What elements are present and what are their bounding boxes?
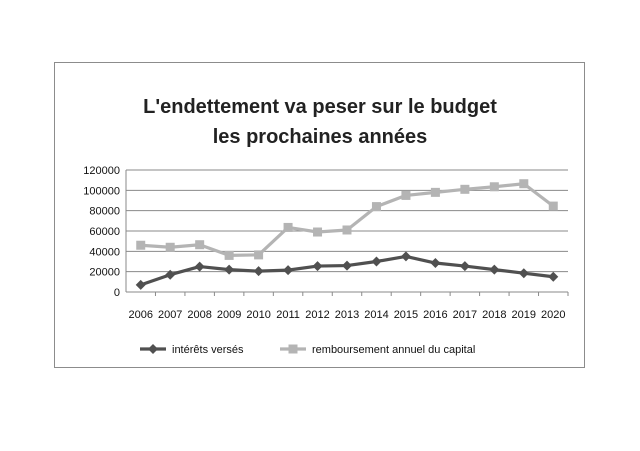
data-point-diamond [312,261,323,272]
x-tick-label: 2012 [305,309,329,321]
data-point-square [548,201,558,211]
y-tick-label: 0 [114,287,120,299]
y-tick-label: 20000 [89,267,120,279]
chart-title: L'endettement va peser sur le budget les… [0,92,640,152]
legend: intérêts versés remboursement annuel du c… [140,344,475,356]
data-point-diamond [253,266,264,277]
series-0 [135,251,559,290]
data-point-square [371,202,381,212]
x-tick-label: 2016 [423,309,447,321]
data-point-square [136,240,146,250]
chart-title-line-2: les prochaines années [212,126,428,148]
x-tick-label: 2017 [453,309,477,321]
data-point-diamond [400,251,411,262]
axes: 0 20000 40000 60000 80000 100000 120000 2006 200… [83,165,569,321]
chart-frame [54,62,585,368]
legend-item-0: intérêts versés [140,344,244,356]
data-point-diamond [194,261,205,272]
x-tick-label: 2008 [187,309,211,321]
y-tick-label: 120000 [83,165,120,177]
data-point-diamond [148,344,158,354]
data-point-diamond [548,271,559,282]
data-point-square [342,225,352,235]
x-tick-label: 2013 [335,309,359,321]
data-point-diamond [430,258,441,269]
y-tick-label: 60000 [89,226,120,238]
data-point-square [254,250,264,260]
data-point-diamond [489,264,500,275]
data-point-square [288,344,298,354]
data-point-square [519,179,529,189]
data-point-square [460,184,470,194]
series [135,179,559,290]
chart-title-line-1: L'endettement va peser sur le budget [143,96,497,118]
x-tick-label: 2018 [482,309,506,321]
x-tick-label: 2014 [364,309,388,321]
x-tick-label: 2011 [276,309,300,321]
x-tick-label: 2007 [158,309,182,321]
series-1 [136,179,558,260]
data-point-diamond [342,260,352,271]
legend-label: remboursement annuel du capital [312,344,475,356]
data-point-square [165,242,175,252]
legend-label: intérêts versés [172,344,244,356]
x-tick-label: 2009 [217,309,241,321]
data-point-diamond [371,256,382,267]
x-tick-label: 2019 [512,309,536,321]
data-point-square [195,240,205,250]
data-point-square [283,222,293,232]
y-tick-label: 80000 [89,206,120,218]
data-point-square [401,190,411,200]
data-point-square [430,187,440,197]
data-point-square [489,182,499,192]
data-point-square [224,250,234,260]
x-tick-label: 2006 [128,309,152,321]
data-point-diamond [165,269,176,280]
x-tick-label: 2010 [246,309,270,321]
data-point-diamond [135,279,146,290]
x-tick-label: 2020 [541,309,565,321]
y-tick-label: 100000 [83,185,120,197]
data-point-diamond [459,261,470,272]
x-tick-label: 2015 [394,309,418,321]
data-point-diamond [224,264,235,275]
data-point-diamond [518,268,529,279]
y-tick-label: 40000 [89,246,120,258]
legend-item-1: remboursement annuel du capital [280,344,475,356]
data-point-square [313,227,323,237]
data-point-diamond [283,265,294,276]
